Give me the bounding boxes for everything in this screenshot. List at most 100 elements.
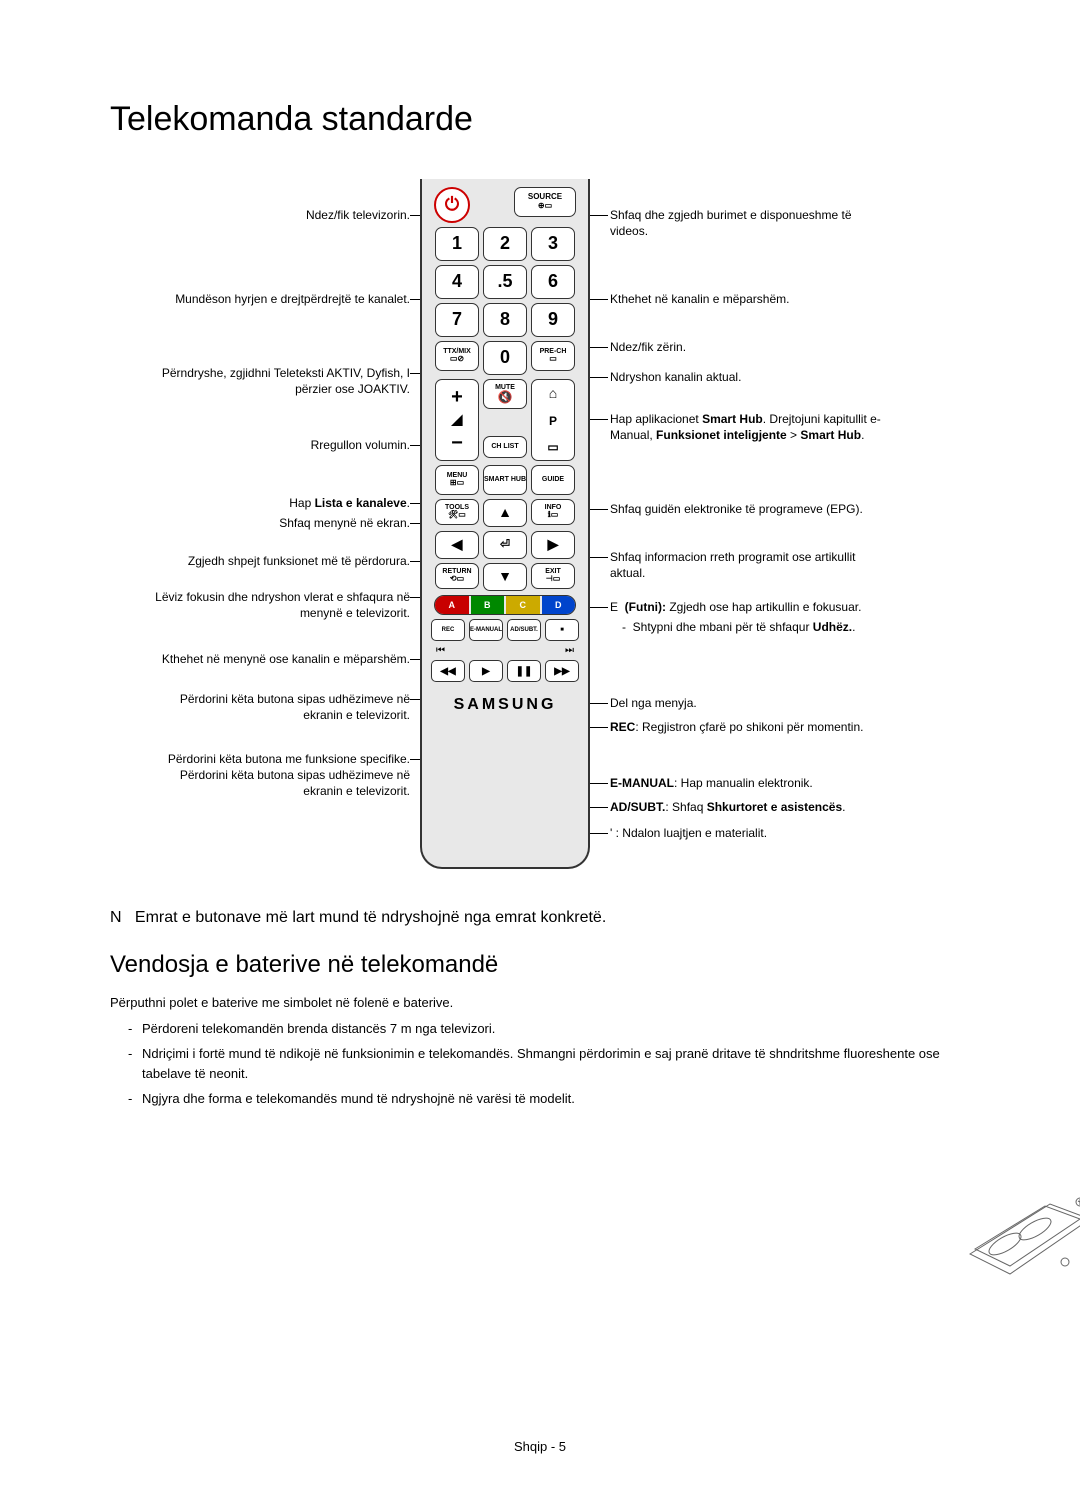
page-footer: Shqip - 5 <box>0 1439 1080 1454</box>
vol-up-icon: + <box>451 386 463 408</box>
num-2[interactable]: 2 <box>483 227 527 261</box>
down-button[interactable]: ▼ <box>483 563 527 591</box>
menu-sub-icon: ⊞▭ <box>450 479 464 488</box>
label-right: Shfaq guidën elektronike të programeve (… <box>610 501 890 517</box>
vol-icon: ◢ <box>452 412 463 427</box>
ffwd-button[interactable]: ▶▶ <box>545 660 579 682</box>
volume-button[interactable]: + ◢ − <box>435 379 479 461</box>
label-left: Kthehet në menynë ose kanalin e mëparshë… <box>160 651 410 667</box>
remote-diagram: Ndez/fik televizorin. Mundëson hyrjen e d… <box>110 179 970 879</box>
label-right: ' : Ndalon luajtjen e materialit. <box>610 825 890 841</box>
play-button[interactable]: ▶ <box>469 660 503 682</box>
mute-button[interactable]: MUTE 🔇 <box>483 379 527 409</box>
battery-point: Ngjyra dhe forma e telekomandës mund të … <box>128 1089 970 1109</box>
ttx-sub-icon: ▭⊘ <box>450 355 464 364</box>
stop-button[interactable]: ■ <box>545 619 579 641</box>
smarthub-button[interactable]: SMART HUB <box>483 465 527 495</box>
smarthub-label: SMART HUB <box>484 476 526 484</box>
label-left: Ndez/fik televizorin. <box>210 207 410 223</box>
note-prefix: N <box>110 909 122 926</box>
button-name-note: N Emrat e butonave më lart mund të ndrys… <box>110 909 970 927</box>
label-right: E (Futni): Zgjedh ose hap artikullin e f… <box>610 599 890 635</box>
num-0[interactable]: 0 <box>483 341 527 375</box>
num-8[interactable]: 8 <box>483 303 527 337</box>
num-9[interactable]: 9 <box>531 303 575 337</box>
label-right: REC: Regjistron çfarë po shikoni për mom… <box>610 719 890 735</box>
label-left: Hap Lista e kanaleve. <box>210 495 410 511</box>
num-6[interactable]: 6 <box>531 265 575 299</box>
return-button[interactable]: RETURN ⟲▭ <box>435 563 479 589</box>
emanual-button[interactable]: E-MANUAL <box>469 619 503 641</box>
ttxmix-button[interactable]: TTX/MIX ▭⊘ <box>435 341 479 371</box>
label-left: Zgjedh shpejt funksionet më të përdorura… <box>140 553 410 569</box>
label-left: Përndryshe, zgjidhni Teleteksti AKTIV, D… <box>150 365 410 397</box>
mute-icon: 🔇 <box>498 391 513 404</box>
color-button-c[interactable]: C <box>506 596 540 614</box>
label-right: AD/SUBT.: Shfaq Shkurtoret e asistencës. <box>610 799 890 815</box>
label-right: E-MANUAL: Hap manualin elektronik. <box>610 775 890 791</box>
color-button-a[interactable]: A <box>435 596 469 614</box>
page-title: Telekomanda standarde <box>110 100 970 139</box>
enter-button[interactable]: ⏎ <box>483 531 527 559</box>
label-right: Shfaq informacion rreth programit ose ar… <box>610 549 890 581</box>
tools-sub-icon: 🛠▭ <box>448 511 466 520</box>
exit-sub-icon: ⊣▭ <box>546 575 561 584</box>
label-right: Hap aplikacionet Smart Hub. Drejtojuni k… <box>610 411 890 443</box>
color-button-d[interactable]: D <box>542 596 576 614</box>
num-7[interactable]: 7 <box>435 303 479 337</box>
num-3[interactable]: 3 <box>531 227 575 261</box>
p-label: P <box>549 415 557 428</box>
adsubt-button[interactable]: AD/SUBT. <box>507 619 541 641</box>
guide-label: GUIDE <box>542 476 564 484</box>
battery-intro: Përputhni polet e baterive me simbolet n… <box>110 993 970 1013</box>
skip-fwd-icon: ⏭ <box>565 645 574 656</box>
battery-subtitle: Vendosja e baterive në telekomandë <box>110 951 970 979</box>
brand-logo: SAMSUNG <box>454 696 557 714</box>
guide-button[interactable]: GUIDE <box>531 465 575 495</box>
label-right: Kthehet në kanalin e mëparshëm. <box>610 291 890 307</box>
right-button[interactable]: ▶ <box>531 531 575 559</box>
up-button[interactable]: ▲ <box>483 499 527 527</box>
chlist-button[interactable]: CH LIST <box>483 436 527 458</box>
label-right: Shfaq dhe zgjedh burimet e disponueshme … <box>610 207 890 239</box>
color-button-b[interactable]: B <box>471 596 505 614</box>
battery-point: Ndriçimi i fortë mund të ndikojë në funk… <box>128 1044 970 1083</box>
label-left: Rregullon volumin. <box>210 437 410 453</box>
pause-button[interactable]: ❚❚ <box>507 660 541 682</box>
left-button[interactable]: ◀ <box>435 531 479 559</box>
label-left: Shfaq menynë në ekran. <box>210 515 410 531</box>
num-1[interactable]: 1 <box>435 227 479 261</box>
info-button[interactable]: INFO ℹ▭ <box>531 499 575 525</box>
source-sub-icon: ⊕▭ <box>538 202 552 211</box>
label-right: Del nga menyja. <box>610 695 890 711</box>
label-left: Mundëson hyrjen e drejtpërdrejtë te kana… <box>160 291 410 307</box>
channel-button[interactable]: ⌂ P ▭ <box>531 379 575 461</box>
label-left: Lëviz fokusin dhe ndryshon vlerat e shfa… <box>150 589 410 621</box>
menu-button[interactable]: MENU ⊞▭ <box>435 465 479 495</box>
exit-button[interactable]: EXIT ⊣▭ <box>531 563 575 589</box>
power-button[interactable]: ⏻ <box>434 187 470 223</box>
tools-button[interactable]: TOOLS 🛠▭ <box>435 499 479 525</box>
remote-body: ⏻ SOURCE ⊕▭ 1 2 3 4 .5 6 7 8 9 <box>420 179 590 869</box>
source-button[interactable]: SOURCE ⊕▭ <box>514 187 576 217</box>
vol-down-icon: − <box>451 432 463 454</box>
ch-down-icon: ▭ <box>547 441 558 454</box>
skip-back-icon: ⏮ <box>436 645 445 656</box>
label-left: Përdorini këta butona me funksione speci… <box>140 751 410 800</box>
color-buttons: ABCD <box>434 595 576 615</box>
chlist-label: CH LIST <box>491 443 518 451</box>
prech-button[interactable]: PRE-CH ▭ <box>531 341 575 371</box>
rec-button[interactable]: REC <box>431 619 465 641</box>
battery-illustration <box>960 1184 1080 1294</box>
ch-up-icon: ⌂ <box>549 386 557 401</box>
return-sub-icon: ⟲▭ <box>450 575 464 584</box>
label-right: Ndryshon kanalin aktual. <box>610 369 890 385</box>
label-right: Ndez/fik zërin. <box>610 339 890 355</box>
num-4[interactable]: 4 <box>435 265 479 299</box>
label-left: Përdorini këta butona sipas udhëzimeve n… <box>140 691 410 723</box>
num-5[interactable]: .5 <box>483 265 527 299</box>
note-text: Emrat e butonave më lart mund të ndrysho… <box>135 909 606 926</box>
info-sub-icon: ℹ▭ <box>548 511 559 520</box>
battery-section: Përputhni polet e baterive me simbolet n… <box>110 993 970 1109</box>
rewind-button[interactable]: ◀◀ <box>431 660 465 682</box>
